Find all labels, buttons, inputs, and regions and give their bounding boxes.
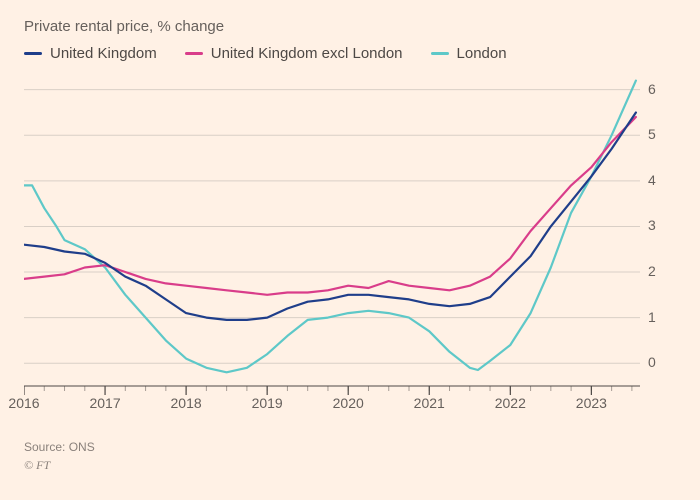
- x-axis-label: 2020: [333, 395, 364, 411]
- credit-text: © FT: [24, 458, 676, 473]
- legend-label-london: London: [457, 45, 507, 62]
- swatch-london: [431, 52, 449, 55]
- y-axis-label: 3: [648, 217, 656, 233]
- y-axis-label: 5: [648, 126, 656, 142]
- legend-label-uk: United Kingdom: [50, 45, 157, 62]
- chart-subtitle: Private rental price, % change: [24, 18, 676, 35]
- x-axis-label: 2017: [89, 395, 120, 411]
- source-text: Source: ONS: [24, 440, 676, 454]
- x-axis-label: 2021: [414, 395, 445, 411]
- x-axis-label: 2018: [171, 395, 202, 411]
- legend: United Kingdom United Kingdom excl Londo…: [24, 45, 676, 62]
- legend-label-uk-excl: United Kingdom excl London: [211, 45, 403, 62]
- y-axis-label: 0: [648, 354, 656, 370]
- swatch-uk: [24, 52, 42, 55]
- legend-item-uk: United Kingdom: [24, 45, 157, 62]
- swatch-uk-excl: [185, 52, 203, 55]
- y-axis-label: 1: [648, 309, 656, 325]
- chart-container: Private rental price, % change United Ki…: [0, 0, 700, 500]
- chart-svg: [24, 70, 676, 410]
- legend-item-uk-excl: United Kingdom excl London: [185, 45, 403, 62]
- x-axis-label: 2016: [8, 395, 39, 411]
- y-axis-label: 6: [648, 81, 656, 97]
- y-axis-label: 2: [648, 263, 656, 279]
- x-axis-label: 2022: [495, 395, 526, 411]
- x-axis-label: 2023: [576, 395, 607, 411]
- legend-item-london: London: [431, 45, 507, 62]
- chart-plot: 012345620162017201820192020202120222023: [24, 70, 676, 410]
- x-axis-label: 2019: [252, 395, 283, 411]
- y-axis-label: 4: [648, 172, 656, 188]
